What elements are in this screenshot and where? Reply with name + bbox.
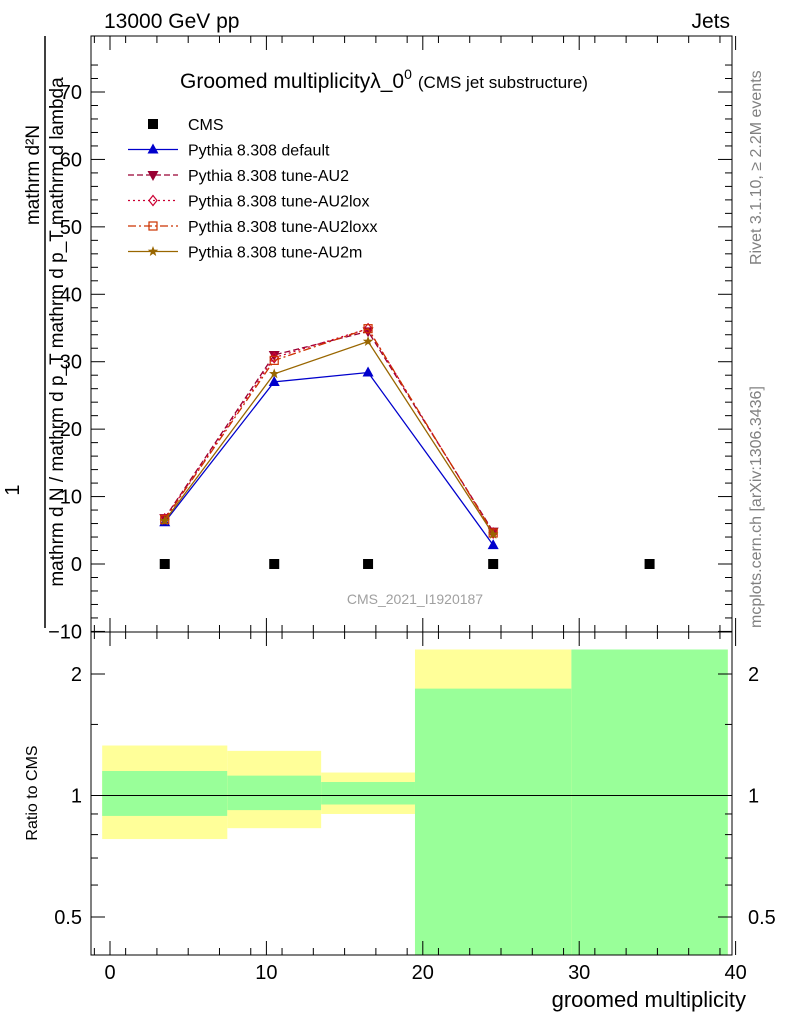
- plot-title-main: Groomed multiplicityλ_0: [180, 70, 404, 93]
- data-point-cms-3: [488, 559, 499, 569]
- mcplots-label: mcplots.cern.ch [arXiv:1306.3436]: [748, 386, 765, 628]
- xtick-label-3: 30: [568, 962, 590, 984]
- series-line-au2: [164, 330, 494, 532]
- y-axis-label-denominator: mathrm d N / mathrm d p_T mathrm d p_T m…: [47, 77, 68, 587]
- xtick-label-4: 40: [724, 962, 746, 984]
- main-ytick-label-7: 60: [60, 149, 82, 171]
- ratio-frame: [90, 631, 733, 956]
- main-ytick-label-8: 70: [60, 82, 82, 104]
- data-point-au2m-1: [268, 368, 280, 379]
- data-point-au2m-3: [487, 528, 499, 539]
- series-line-au2lox: [164, 327, 494, 534]
- xtick-label-1: 10: [255, 962, 277, 984]
- ratio-ytick-label-right-2: 2: [748, 664, 759, 686]
- ratio-ytick-label-right-0: 0.5: [748, 907, 776, 929]
- legend-label-au2loxx: Pythia 8.308 tune-AU2loxx: [188, 219, 377, 236]
- xtick-label-0: 0: [104, 962, 115, 984]
- ratio-band-inner-4: [571, 649, 728, 955]
- data-point-au2lox-2: [363, 322, 373, 335]
- data-point-au2loxx-1: [269, 355, 279, 365]
- data-point-cms-4: [644, 559, 655, 569]
- legend-label-cms: CMS: [188, 117, 224, 134]
- legend-marker-cms: [148, 119, 158, 129]
- ratio-band-inner-3: [414, 688, 572, 955]
- data-point-default-2: [362, 366, 374, 377]
- legend-label-au2m: Pythia 8.308 tune-AU2m: [188, 245, 362, 262]
- header-left: 13000 GeV pp: [104, 10, 239, 33]
- axis-ticks: [91, 36, 737, 955]
- main-ytick-label-4: 30: [60, 352, 82, 374]
- y-axis-label-one: 1: [2, 484, 24, 495]
- x-axis-label: groomed multiplicity: [552, 987, 746, 1012]
- ratio-band-inner-2: [321, 782, 415, 805]
- data-point-au2m-2: [362, 335, 374, 346]
- header-right: Jets: [691, 10, 730, 33]
- legend-marker-au2: [147, 171, 159, 181]
- legend: CMS Pythia 8.308 default Pythia 8.308 tune…: [128, 117, 377, 262]
- data-point-au2m-0: [159, 515, 170, 526]
- legend-marker-au2lox: [148, 194, 158, 207]
- legend-label-au2lox: Pythia 8.308 tune-AU2lox: [188, 194, 369, 211]
- series-line-au2m: [164, 340, 494, 535]
- main-ytick-label-1: 0: [71, 554, 82, 576]
- series-line-au2loxx: [164, 327, 494, 534]
- data-point-default-1: [268, 375, 280, 386]
- xtick-label-2: 20: [412, 962, 434, 984]
- main-ytick-label-2: 10: [60, 487, 82, 509]
- legend-marker-au2loxx: [148, 221, 158, 231]
- data-point-cms-0: [159, 559, 170, 569]
- ratio-band-inner-0: [102, 771, 228, 816]
- data-point-cms-2: [363, 559, 374, 569]
- legend-label-default: Pythia 8.308 default: [188, 143, 330, 160]
- series-line-default: [164, 371, 494, 546]
- y-axis-label-numerator: mathrm d²N: [23, 125, 44, 225]
- data-point-au2loxx-2: [363, 324, 373, 334]
- main-ytick-label-5: 40: [60, 284, 82, 306]
- ratio-ytick-label-left-1: 1: [71, 786, 82, 808]
- main-ytick-label-3: 20: [60, 419, 82, 441]
- main-ytick-label-6: 50: [60, 217, 82, 239]
- ratio-y-axis-label: Ratio to CMS: [24, 745, 41, 840]
- legend-label-au2: Pythia 8.308 tune-AU2: [188, 168, 349, 185]
- data-point-cms-1: [269, 559, 280, 569]
- ratio-ytick-label-right-1: 1: [748, 786, 759, 808]
- plot-title-sup: 0: [404, 66, 412, 82]
- axis-tick-labels: −10 0 10 20 30 40 50 60 70 0 10 20 30 40 0.5 0.5 1 1 2 2: [48, 82, 776, 984]
- main-ytick-label-0: −10: [48, 621, 82, 643]
- ratio-bands: [102, 649, 728, 955]
- rivet-label: Rivet 3.1.10, ≥ 2.2M events: [748, 70, 765, 265]
- legend-marker-default: [147, 143, 159, 154]
- plot-title: Groomed multiplicityλ_00 (CMS jet substru…: [180, 66, 588, 93]
- watermark: CMS_2021_I1920187: [347, 591, 483, 607]
- ratio-ytick-label-left-2: 2: [71, 664, 82, 686]
- series-lines: [159, 322, 655, 569]
- ratio-ytick-label-left-0: 0.5: [54, 907, 82, 929]
- ratio-band-inner-1: [227, 775, 322, 811]
- plot-title-sub: (CMS jet substructure): [418, 73, 588, 92]
- legend-marker-au2m: [147, 246, 159, 256]
- data-point-default-3: [487, 539, 499, 550]
